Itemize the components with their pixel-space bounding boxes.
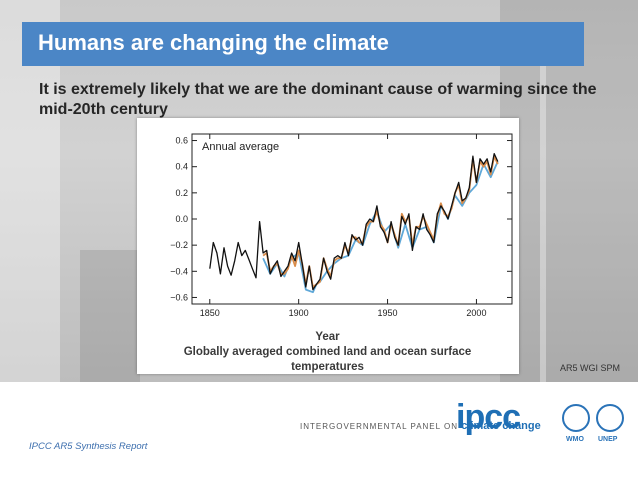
slide-subtitle: It is extremely likely that we are the d… xyxy=(39,81,597,118)
unep-emblem-icon xyxy=(596,404,624,432)
slide-title: Humans are changing the climate xyxy=(38,30,389,55)
source-citation: AR5 WGI SPM xyxy=(559,363,620,373)
caption-line-1: Globally averaged combined land and ocea… xyxy=(183,346,472,358)
y-tick-label: −0.2 xyxy=(170,240,188,250)
chart-caption: Year Globally averaged combined land and… xyxy=(155,330,500,375)
chart-panel: −0.6 −0.4 −0.2 0.0 0.2 0.4 0.6 1850 1900 1950 2000… xyxy=(137,118,519,374)
series-line-0 xyxy=(209,152,499,291)
footer-text: IPCC AR5 Synthesis Report xyxy=(29,441,148,452)
unep-label: UNEP xyxy=(598,436,618,443)
plot-frame xyxy=(191,133,513,305)
caption-line-2: temperatures xyxy=(291,361,364,373)
series-line-1 xyxy=(262,155,499,288)
x-tick-label: 1950 xyxy=(378,308,398,318)
x-axis-label: Year xyxy=(315,331,340,343)
x-tick-label: 2000 xyxy=(466,308,486,318)
temperature-chart: −0.6 −0.4 −0.2 0.0 0.2 0.4 0.6 1850 1900 1950 2000… xyxy=(170,133,513,318)
y-tick-label: 0.2 xyxy=(175,188,188,198)
y-tick-label: −0.6 xyxy=(170,292,188,302)
y-tick-label: 0.4 xyxy=(175,162,188,172)
chart-title: Annual average xyxy=(202,141,279,153)
x-tick-label: 1900 xyxy=(289,308,309,318)
title-bar: Humans are changing the climate xyxy=(22,22,584,66)
y-tick-label: 0.6 xyxy=(175,136,188,146)
y-tick-label: −0.4 xyxy=(170,266,188,276)
wmo-label: WMO xyxy=(566,436,584,443)
wmo-emblem-icon xyxy=(562,404,590,432)
y-tick-label: 0.0 xyxy=(175,214,188,224)
bg-shape xyxy=(540,60,546,382)
x-tick-label: 1850 xyxy=(200,308,220,318)
ipcc-tagline: INTERGOVERNMENTAL PANEL ON climate chang… xyxy=(300,420,541,432)
ipcc-logo: ipcc xyxy=(456,398,521,436)
org-highlight: climate change xyxy=(461,420,541,432)
bg-shape xyxy=(80,250,140,382)
org-line: INTERGOVERNMENTAL PANEL ON xyxy=(300,422,459,431)
logo-row: ipcc INTERGOVERNMENTAL PANEL ON climate … xyxy=(300,398,630,468)
